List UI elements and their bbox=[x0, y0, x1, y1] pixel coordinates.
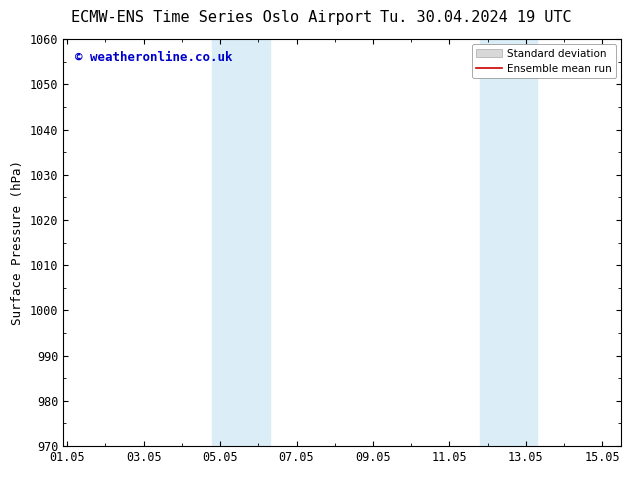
Legend: Standard deviation, Ensemble mean run: Standard deviation, Ensemble mean run bbox=[472, 45, 616, 78]
Bar bbox=[480, 39, 537, 446]
Text: © weatheronline.co.uk: © weatheronline.co.uk bbox=[75, 51, 232, 64]
Text: Tu. 30.04.2024 19 UTC: Tu. 30.04.2024 19 UTC bbox=[380, 10, 571, 25]
Bar bbox=[212, 39, 269, 446]
Y-axis label: Surface Pressure (hPa): Surface Pressure (hPa) bbox=[11, 160, 25, 325]
Text: ECMW-ENS Time Series Oslo Airport: ECMW-ENS Time Series Oslo Airport bbox=[72, 10, 372, 25]
